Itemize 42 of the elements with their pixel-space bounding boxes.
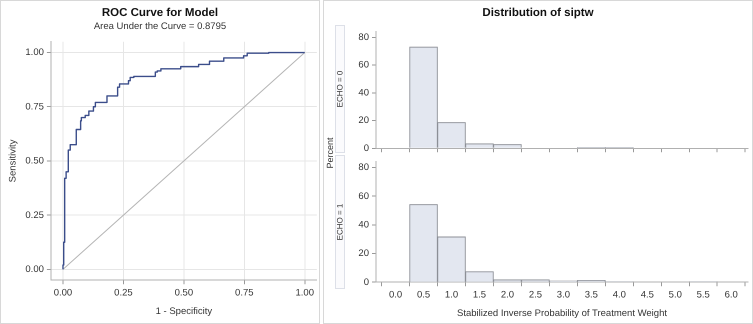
y-tick-label: 20 bbox=[358, 115, 369, 126]
x-tick-label: 4.0 bbox=[612, 290, 626, 301]
x-tick-label: 0.5 bbox=[416, 290, 430, 301]
x-tick-label: 0.50 bbox=[174, 288, 194, 299]
x-tick-label: 1.5 bbox=[472, 290, 486, 301]
x-tick-label: 3.0 bbox=[556, 290, 570, 301]
chart-title: Distribution of siptw bbox=[481, 7, 595, 19]
y-axis-title: Percent bbox=[325, 137, 335, 169]
y-tick-label: 60 bbox=[358, 190, 369, 202]
y-tick-label: 1.00 bbox=[25, 47, 44, 58]
x-axis-title: 1 - Specificity bbox=[156, 306, 212, 317]
y-tick-label: 80 bbox=[358, 162, 369, 174]
y-tick-label: 0.50 bbox=[25, 156, 44, 167]
y-axis-title: Sensitivity bbox=[7, 139, 18, 182]
y-tick-label: 0.00 bbox=[25, 264, 44, 275]
y-tick-label: 80 bbox=[358, 32, 369, 43]
y-tick-label: 40 bbox=[358, 219, 369, 230]
x-tick-label: 5.0 bbox=[668, 290, 682, 301]
x-axis-title: Stabilized Inverse Probability of Treatment Weight bbox=[457, 308, 668, 319]
x-tick-label: 2.0 bbox=[500, 290, 514, 301]
x-tick-label: 1.0 bbox=[444, 290, 458, 301]
y-tick-label: 0 bbox=[364, 276, 369, 288]
x-tick-label: 4.5 bbox=[640, 290, 654, 301]
x-tick-label: 2.5 bbox=[528, 290, 542, 301]
text: ECHO = 0 bbox=[336, 70, 344, 108]
x-tick-label: 3.5 bbox=[584, 290, 598, 301]
chart-subtitle: Area Under the Curve = 0.8795 bbox=[92, 21, 228, 32]
x-tick-label: 6.0 bbox=[724, 290, 738, 301]
x-tick-label: 0.00 bbox=[54, 288, 72, 299]
y-tick-label: 20 bbox=[358, 248, 369, 260]
y-tick-label: 0.75 bbox=[25, 101, 44, 112]
y-tick-label: 0 bbox=[364, 142, 369, 154]
x-tick-label: 1.00 bbox=[296, 288, 314, 299]
y-tick-label: 60 bbox=[358, 60, 369, 71]
chart-title: ROC Curve for Model bbox=[100, 7, 220, 19]
x-tick-label: 0.25 bbox=[114, 288, 133, 299]
x-tick-label: 0.75 bbox=[235, 288, 254, 299]
y-tick-label: 0.25 bbox=[25, 210, 44, 221]
y-tick-label: 40 bbox=[358, 87, 369, 98]
x-tick-label: 0.0 bbox=[388, 290, 402, 301]
text: ECHO = 1 bbox=[336, 204, 344, 240]
x-tick-label: 5.5 bbox=[696, 290, 710, 301]
